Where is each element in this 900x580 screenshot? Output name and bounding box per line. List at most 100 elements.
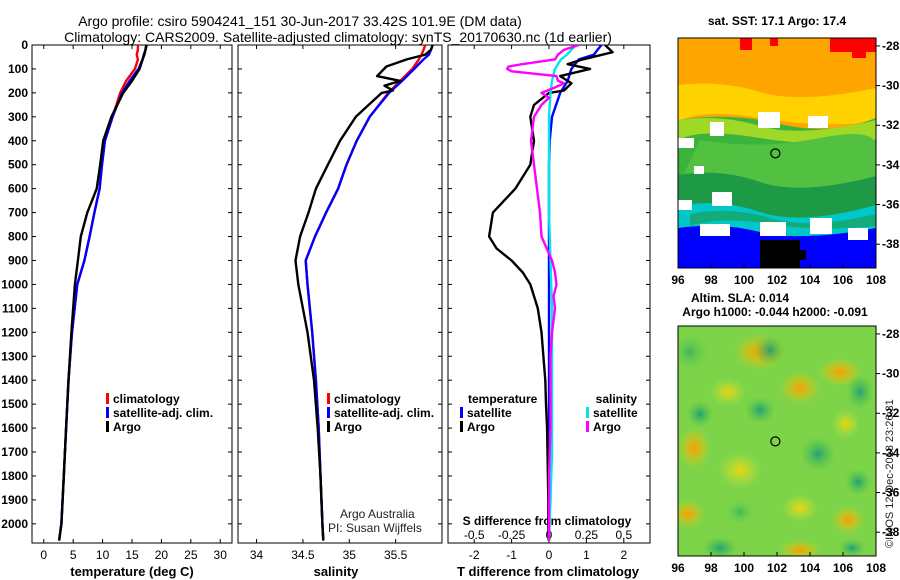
x-tick-label: 2 — [620, 548, 627, 562]
x-tick-label: -1 — [506, 548, 517, 562]
sla-map-image — [678, 326, 876, 556]
map-x-tick-label: 96 — [671, 561, 685, 575]
map-x-tick-label: 96 — [671, 273, 685, 287]
salinity-lines — [294, 45, 434, 541]
x-tick-label: 1 — [583, 548, 590, 562]
difference-lines — [487, 45, 614, 541]
x-tick-label: 20 — [155, 548, 169, 562]
map-x-tick-label: 108 — [866, 273, 886, 287]
depth-tick-label: 1100 — [2, 301, 28, 315]
imos-stamp: ©IMOS 12-Dec-2018 23:26:31 — [884, 399, 896, 548]
temperature-lines — [57, 45, 148, 541]
x-tick-label: 34 — [250, 548, 264, 562]
legend-sal-argo-swatch — [586, 421, 589, 432]
depth-tick-label: 700 — [8, 206, 28, 220]
depth-tick-label: 800 — [8, 230, 28, 244]
depth-tick-label: 0 — [21, 38, 28, 52]
legend-climatology-label: climatology — [113, 392, 180, 406]
legend-sal-argo-label: Argo — [593, 420, 621, 434]
map-y-tick-label: -36 — [882, 486, 900, 500]
map-x-tick-label: 100 — [734, 561, 754, 575]
depth-tick-label: 1500 — [1, 397, 28, 411]
difference-legend: temperature satellite Argo salinity sate… — [460, 392, 638, 434]
series-line-argo — [294, 45, 434, 541]
map-x-tick-label: 108 — [866, 561, 886, 575]
depth-tick-label: 1400 — [1, 373, 28, 387]
series-line-climatology — [57, 45, 140, 541]
depth-tick-label: 400 — [8, 134, 28, 148]
salinity-x-ticks: 34 34.5 35 35.5 — [250, 45, 408, 562]
x-tick-label: 0 — [546, 548, 553, 562]
sla-map-title: Altim. SLA: 0.014 — [691, 291, 789, 305]
header-line-1: Argo profile: csiro 5904241_151 30-Jun-2… — [78, 13, 522, 29]
top-x-tick-label: -0.25 — [498, 528, 526, 542]
map-x-tick-label: 102 — [767, 273, 787, 287]
legend-satellite-swatch — [327, 407, 330, 418]
legend-argo-swatch — [327, 421, 330, 432]
top-x-tick-label: -0.5 — [464, 528, 485, 542]
difference-x-ticks: -2 -1 0 1 2 — [469, 45, 627, 562]
depth-tick-label: 1200 — [1, 325, 28, 339]
temperature-legend: climatology satellite-adj. clim. Argo — [106, 392, 213, 434]
x-tick-label: 35.5 — [384, 548, 408, 562]
map-y-tick-label: -32 — [882, 118, 900, 132]
legend-argo-label: Argo — [334, 420, 362, 434]
map-y-tick-label: -38 — [882, 525, 900, 539]
argo-australia-credit: Argo Australia — [340, 507, 415, 521]
series-line-temperature-satellite — [547, 45, 603, 541]
depth-tick-label: 1900 — [1, 493, 28, 507]
map-x-tick-label: 104 — [800, 273, 820, 287]
sla-map-subtitle: Argo h1000: -0.044 h2000: -0.091 — [682, 305, 868, 319]
map-x-tick-label: 102 — [767, 561, 787, 575]
x-tick-label: 10 — [96, 548, 110, 562]
legend-salinity-title: salinity — [596, 392, 638, 406]
x-tick-label: 15 — [125, 548, 139, 562]
depth-tick-label: 900 — [8, 253, 28, 267]
legend-satellite-swatch — [106, 407, 109, 418]
series-line-temperature-argo — [487, 45, 614, 541]
map-x-tick-label: 98 — [704, 273, 718, 287]
salinity-axis-label: salinity — [314, 564, 360, 579]
depth-tick-label: 2000 — [1, 517, 28, 531]
sst-map-image — [678, 38, 876, 268]
salinity-legend: climatology satellite-adj. clim. Argo — [327, 392, 434, 434]
legend-climatology-swatch — [106, 393, 109, 404]
map-y-tick-label: -34 — [882, 158, 900, 172]
sst-argo-location-marker — [770, 148, 781, 159]
x-tick-label: 30 — [214, 548, 228, 562]
x-tick-label: 34.5 — [291, 548, 315, 562]
depth-tick-label: 1600 — [1, 421, 28, 435]
depth-tick-label: 1300 — [1, 349, 28, 363]
map-x-tick-label: 98 — [704, 561, 718, 575]
legend-sal-satellite-swatch — [586, 407, 589, 418]
legend-satellite-label: satellite-adj. clim. — [334, 406, 434, 420]
map-x-tick-label: 106 — [833, 561, 853, 575]
pi-credit: PI: Susan Wijffels — [328, 521, 422, 535]
series-line-argo — [57, 45, 148, 541]
map-x-tick-label: 106 — [833, 273, 853, 287]
map-x-tick-label: 100 — [734, 273, 754, 287]
sst-map-title: sat. SST: 17.1 Argo: 17.4 — [708, 14, 847, 28]
depth-tick-label: 1000 — [1, 277, 28, 291]
map-x-tick-label: 104 — [800, 561, 820, 575]
legend-satellite-label: satellite-adj. clim. — [113, 406, 213, 420]
legend-argo-label: Argo — [113, 420, 141, 434]
x-tick-label: 0 — [40, 548, 47, 562]
sla-map-ticks: 96 98 100 102 104 106 108 -28 -30 -32 -34 -36 -38 — [671, 327, 899, 575]
legend-temp-argo-label: Argo — [467, 420, 495, 434]
x-tick-label: 5 — [70, 548, 77, 562]
sst-map-ticks: 96 98 100 102 104 106 108 -28 -30 -32 -34 -36 -38 — [671, 39, 899, 287]
salinity-panel-frame — [237, 44, 443, 544]
map-y-tick-label: -34 — [882, 446, 900, 460]
legend-temperature-title: temperature — [468, 392, 538, 406]
map-y-tick-label: -36 — [882, 198, 900, 212]
map-y-tick-label: -28 — [882, 39, 900, 53]
series-line-satellite-adj-clim- — [304, 45, 434, 541]
depth-tick-labels: 0 100 200 300 400 500 600 700 800 900 1000 1100 1200… — [1, 38, 650, 531]
series-line-salinity-satellite — [547, 45, 577, 541]
depth-tick-label: 1700 — [1, 445, 28, 459]
series-line-climatology — [304, 45, 427, 541]
sla-argo-location-marker — [770, 436, 781, 447]
top-x-tick-label: 0.5 — [615, 528, 632, 542]
temperature-panel-frame — [31, 44, 233, 544]
